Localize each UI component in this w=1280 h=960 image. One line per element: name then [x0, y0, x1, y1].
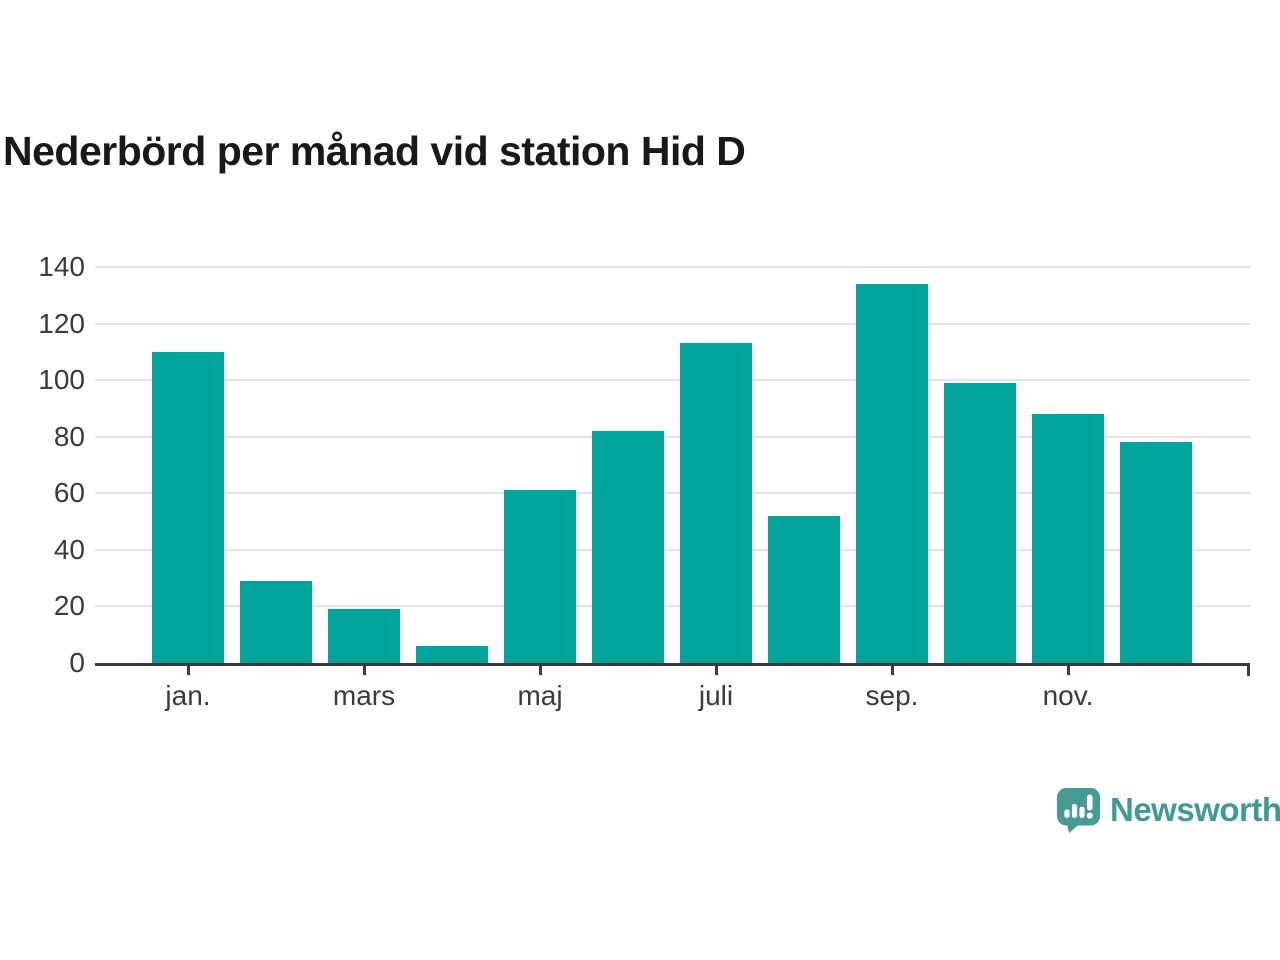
y-tick-label-100: 100 [38, 364, 85, 396]
x-tick-label-sep.: sep. [865, 680, 919, 711]
bar-apr. [416, 646, 488, 663]
y-axis-labels: 0 20 40 60 80 100 120 140 [0, 252, 85, 678]
newsworthy-logo: Newsworthy [1056, 787, 1280, 833]
bar-aug. [768, 515, 840, 663]
y-tick-label-140: 140 [38, 251, 85, 282]
plot-area: jan. mars maj juli sep. nov. [95, 266, 1250, 711]
x-tick-jan. [187, 666, 190, 675]
y-tick-label-120: 120 [38, 307, 85, 339]
gridline-140 [95, 266, 1250, 268]
gridline-120 [95, 322, 1250, 325]
gridline-20 [95, 605, 1250, 608]
newsworthy-logo-text: Newsworthy [1110, 791, 1280, 828]
gridline-60 [95, 492, 1250, 495]
bar-feb. [240, 580, 312, 663]
x-tick-nov. [1067, 666, 1070, 675]
y-tick-label-20: 20 [53, 590, 85, 622]
bar-okt. [944, 382, 1016, 663]
bar-nov. [1032, 414, 1104, 663]
bar-jan. [152, 351, 224, 663]
y-tick-label-80: 80 [53, 420, 85, 452]
chart-title: Nederbörd per månad vid station Hid D [3, 128, 746, 174]
bar-juli [680, 343, 752, 663]
x-tick-label-jan.: jan. [165, 680, 211, 711]
newsworthy-logo-icon [1056, 787, 1101, 833]
x-tick-label-mars: mars [332, 680, 396, 711]
x-tick-label-maj: maj [517, 680, 563, 711]
x-tick-mars [363, 666, 366, 675]
bar-juni [592, 431, 664, 663]
bar-mars [328, 609, 400, 663]
x-axis-end-tick [1247, 663, 1250, 676]
gridline-40 [95, 548, 1250, 551]
x-tick-maj [539, 666, 542, 675]
bar-maj [504, 490, 576, 663]
x-tick-label-juli: juli [698, 680, 734, 711]
x-tick-label-nov.: nov. [1042, 680, 1094, 711]
bar-sep. [856, 283, 928, 663]
y-tick-label-40: 40 [53, 533, 85, 565]
x-tick-juli [715, 666, 718, 675]
y-tick-label-60: 60 [53, 477, 85, 509]
gridline-80 [95, 435, 1250, 438]
x-axis-line [95, 663, 1250, 666]
gridline-100 [95, 379, 1250, 382]
x-tick-sep. [891, 666, 894, 675]
y-tick-label-0: 0 [69, 647, 85, 678]
bar-dec. [1120, 442, 1192, 663]
